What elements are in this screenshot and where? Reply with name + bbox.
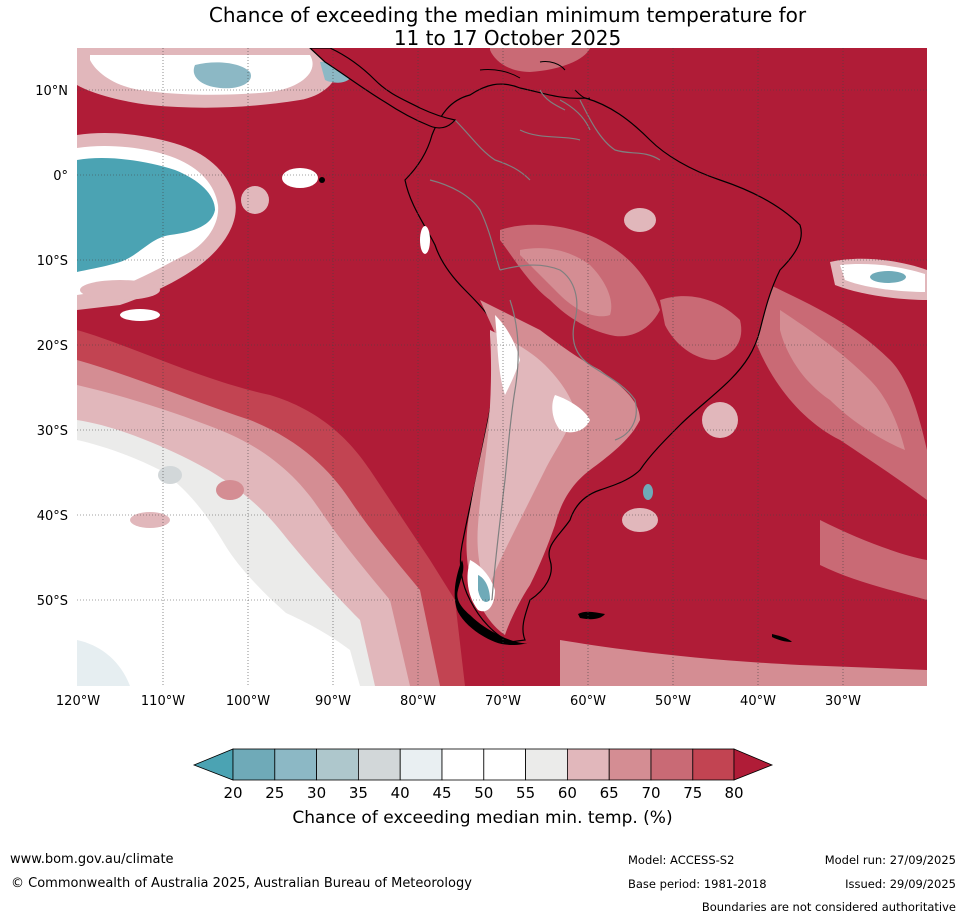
colorbar-ticks: 20 25 30 35 40 45 50 55 60 65 70 75 80: [223, 784, 743, 802]
cb-swatch: [441, 748, 485, 781]
north-pacific-teal: [193, 62, 251, 89]
cb-swatch: [608, 748, 652, 781]
cb-tick-label: 40: [391, 784, 410, 802]
south-pacific-white-patch: [120, 309, 160, 321]
land-north-white-strip: [420, 226, 430, 254]
lon-label: 100°W: [226, 694, 270, 709]
south-atlantic-pink-strip: [560, 640, 927, 686]
cb-swatch: [692, 748, 735, 781]
cb-tick-label: 75: [683, 784, 702, 802]
lat-label: 20°S: [37, 339, 68, 354]
cb-swatch: [192, 748, 234, 781]
probability-map: 10°N 0° 10°S 20°S 30°S 40°S 50°S 120°W 1…: [35, 48, 927, 709]
southwest-pink-blob: [216, 480, 244, 500]
lon-label: 40°W: [740, 694, 776, 709]
lat-label: 30°S: [37, 424, 68, 439]
chilean-archipelago: [454, 560, 530, 645]
cb-swatch: [525, 748, 568, 781]
cb-tick-label: 55: [516, 784, 535, 802]
land-white-andes: [495, 315, 520, 395]
cb-tick-label: 50: [474, 784, 493, 802]
lon-label: 60°W: [570, 694, 606, 709]
cb-swatch: [650, 748, 694, 781]
atlantic-pink-band-2: [780, 310, 905, 450]
equatorial-teal: [77, 158, 215, 272]
cb-swatch: [733, 748, 774, 781]
lon-label: 110°W: [141, 694, 185, 709]
southwest-grey-blob: [158, 466, 182, 484]
central-america-land: [309, 48, 457, 129]
lat-label: 50°S: [37, 594, 68, 609]
title-line-1: Chance of exceeding the median minimum t…: [208, 3, 807, 27]
base-period-text: Base period: 1981-2018: [628, 877, 767, 891]
colorbar-swatches: [192, 748, 774, 781]
cb-tick-label: 35: [349, 784, 368, 802]
lon-label: 70°W: [485, 694, 521, 709]
cb-tick-label: 25: [265, 784, 284, 802]
cb-tick-label: 70: [641, 784, 660, 802]
lon-label: 30°W: [825, 694, 861, 709]
country-borders: [429, 89, 661, 601]
patagonia-teal: [478, 575, 490, 602]
lon-label: 90°W: [315, 694, 351, 709]
southwest-white-patch: [200, 590, 360, 686]
cb-tick-label: 45: [432, 784, 451, 802]
atlantic-east-teal: [870, 271, 906, 283]
lat-label: 0°: [53, 169, 68, 184]
map-title: Chance of exceeding the median minimum t…: [0, 4, 965, 50]
south-pacific-pink-patch: [80, 280, 160, 300]
equatorial-small-patch: [282, 168, 318, 188]
boundaries-disclaimer: Boundaries are not considered authoritat…: [701, 900, 956, 914]
model-run-text: Model run: 27/09/2025: [824, 853, 956, 867]
website-link[interactable]: www.bom.gov.au/climate: [10, 852, 174, 867]
colorbar-label: Chance of exceeding median min. temp. (%…: [292, 808, 673, 828]
atlantic-pale-patch: [702, 402, 738, 438]
cb-swatch: [316, 748, 359, 781]
amazon-white-spot: [624, 208, 656, 232]
cb-swatch: [399, 748, 443, 781]
cb-swatch: [274, 748, 317, 781]
southwest-pink-blob-2: [130, 512, 170, 528]
cb-tick-label: 30: [307, 784, 326, 802]
cb-tick-label: 80: [724, 784, 743, 802]
lon-label: 120°W: [56, 694, 100, 709]
land-pale-south-2: [477, 330, 575, 590]
latitude-labels: 10°N 0° 10°S 20°S 30°S 40°S 50°S: [35, 84, 68, 609]
caribbean-islands: [479, 61, 591, 99]
cb-swatch: [232, 748, 276, 781]
copyright-text: © Commonwealth of Australia 2025, Austra…: [11, 876, 472, 891]
lat-label: 10°S: [37, 254, 68, 269]
graticule: [77, 48, 927, 686]
galapagos-islands: [319, 177, 325, 183]
longitude-labels: 120°W 110°W 100°W 90°W 80°W 70°W 60°W 50…: [56, 694, 861, 709]
cb-swatch: [483, 748, 526, 781]
model-text: Model: ACCESS-S2: [628, 853, 735, 867]
lon-label: 50°W: [655, 694, 691, 709]
lon-label: 80°W: [400, 694, 436, 709]
cb-swatch: [567, 748, 610, 781]
atlantic-teal-spot: [643, 484, 653, 500]
cb-tick-label: 65: [600, 784, 619, 802]
brazil-east-pale: [660, 296, 742, 360]
cb-tick-label: 20: [223, 784, 242, 802]
southwest-bluegrey-patch: [77, 640, 130, 686]
falkland-islands: [578, 611, 605, 620]
caribbean-patch: [490, 48, 590, 72]
title-line-2: 11 to 17 October 2025: [393, 26, 622, 50]
land-white-central: [552, 395, 590, 433]
map-field: [77, 48, 927, 686]
atlantic-south-band: [820, 520, 927, 600]
cb-swatch: [357, 748, 401, 781]
south-georgia: [772, 634, 792, 642]
issued-text: Issued: 29/09/2025: [845, 877, 956, 891]
cb-tick-label: 60: [558, 784, 577, 802]
equatorial-small-patch-2: [241, 186, 269, 214]
atlantic-pale-patch-2: [622, 508, 658, 532]
lat-label: 40°S: [37, 509, 68, 524]
lat-label: 10°N: [35, 84, 68, 99]
